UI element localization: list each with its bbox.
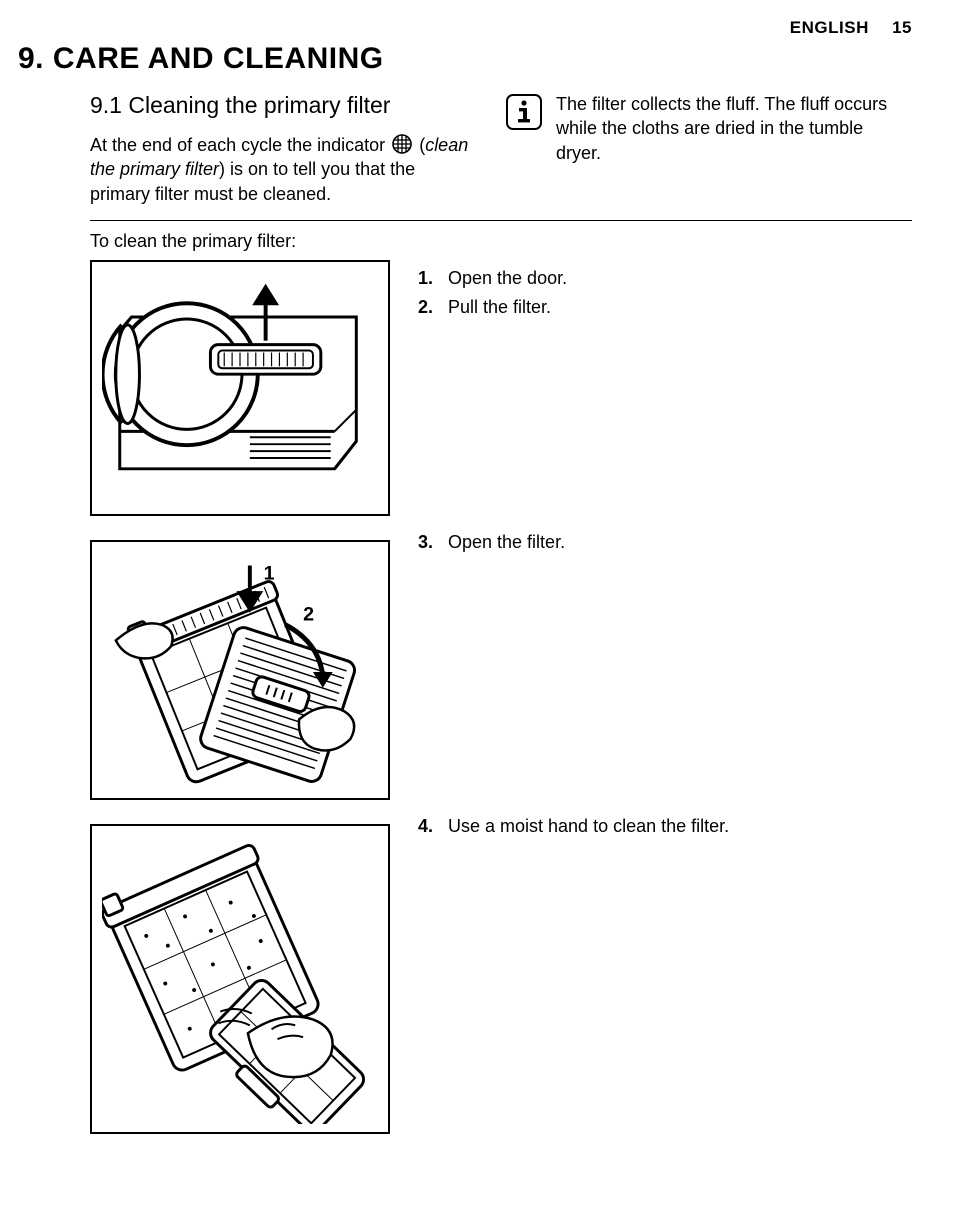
subsection-title-text: Cleaning the primary filter — [128, 92, 390, 118]
intro-right-column: The filter collects the fluff. The fluff… — [506, 92, 912, 206]
sub-intro-text: To clean the primary filter: — [18, 231, 912, 252]
header-language: ENGLISH — [790, 18, 869, 37]
step-2-num: 2. — [418, 293, 436, 322]
info-note-text: The filter collects the fluff. The fluff… — [556, 92, 912, 165]
section-number: 9. — [18, 42, 44, 75]
info-icon — [506, 94, 542, 130]
step-3-num: 3. — [418, 528, 436, 557]
page-header: ENGLISH 15 — [790, 18, 912, 38]
intro-pre: At the end of each cycle the indicator — [90, 135, 390, 155]
header-page-number: 15 — [892, 18, 912, 37]
steps-1-2: 1. Open the door. 2. Pull the filter. — [418, 260, 912, 516]
step-2-text: Pull the filter. — [448, 293, 551, 322]
step-1: 1. Open the door. — [418, 264, 912, 293]
steps-4: 4. Use a moist hand to clean the filter. — [418, 808, 912, 1134]
step-4: 4. Use a moist hand to clean the filter. — [418, 812, 912, 841]
illustration-dryer — [90, 260, 390, 516]
filter-indicator-icon — [392, 134, 412, 154]
step-block-1: 1. Open the door. 2. Pull the filter. — [18, 260, 912, 516]
step-3-text: Open the filter. — [448, 528, 565, 557]
step-1-num: 1. — [418, 264, 436, 293]
step-4-text: Use a moist hand to clean the filter. — [448, 812, 729, 841]
illustration-open-filter: 1 2 — [90, 540, 390, 800]
diagram2-label-2: 2 — [303, 604, 314, 626]
step-4-num: 4. — [418, 812, 436, 841]
step-2: 2. Pull the filter. — [418, 293, 912, 322]
section-title: 9. CARE AND CLEANING — [18, 42, 912, 76]
section-title-text: CARE AND CLEANING — [53, 42, 384, 75]
intro-columns: 9.1 Cleaning the primary filter At the e… — [18, 92, 912, 206]
diagram2-label-1: 1 — [264, 562, 275, 584]
subsection-number: 9.1 — [90, 92, 122, 118]
divider-rule — [90, 220, 912, 221]
steps-3: 3. Open the filter. — [418, 524, 912, 800]
step-block-3: 4. Use a moist hand to clean the filter. — [18, 808, 912, 1134]
intro-paragraph: At the end of each cycle the indicator (… — [90, 133, 478, 206]
subsection-title: 9.1 Cleaning the primary filter — [90, 92, 478, 119]
intro-left-column: 9.1 Cleaning the primary filter At the e… — [90, 92, 478, 206]
illustration-clean-filter — [90, 824, 390, 1134]
step-block-2: 1 2 3. Open the filter. — [18, 524, 912, 800]
step-3: 3. Open the filter. — [418, 528, 912, 557]
info-note: The filter collects the fluff. The fluff… — [506, 92, 912, 165]
step-1-text: Open the door. — [448, 264, 567, 293]
